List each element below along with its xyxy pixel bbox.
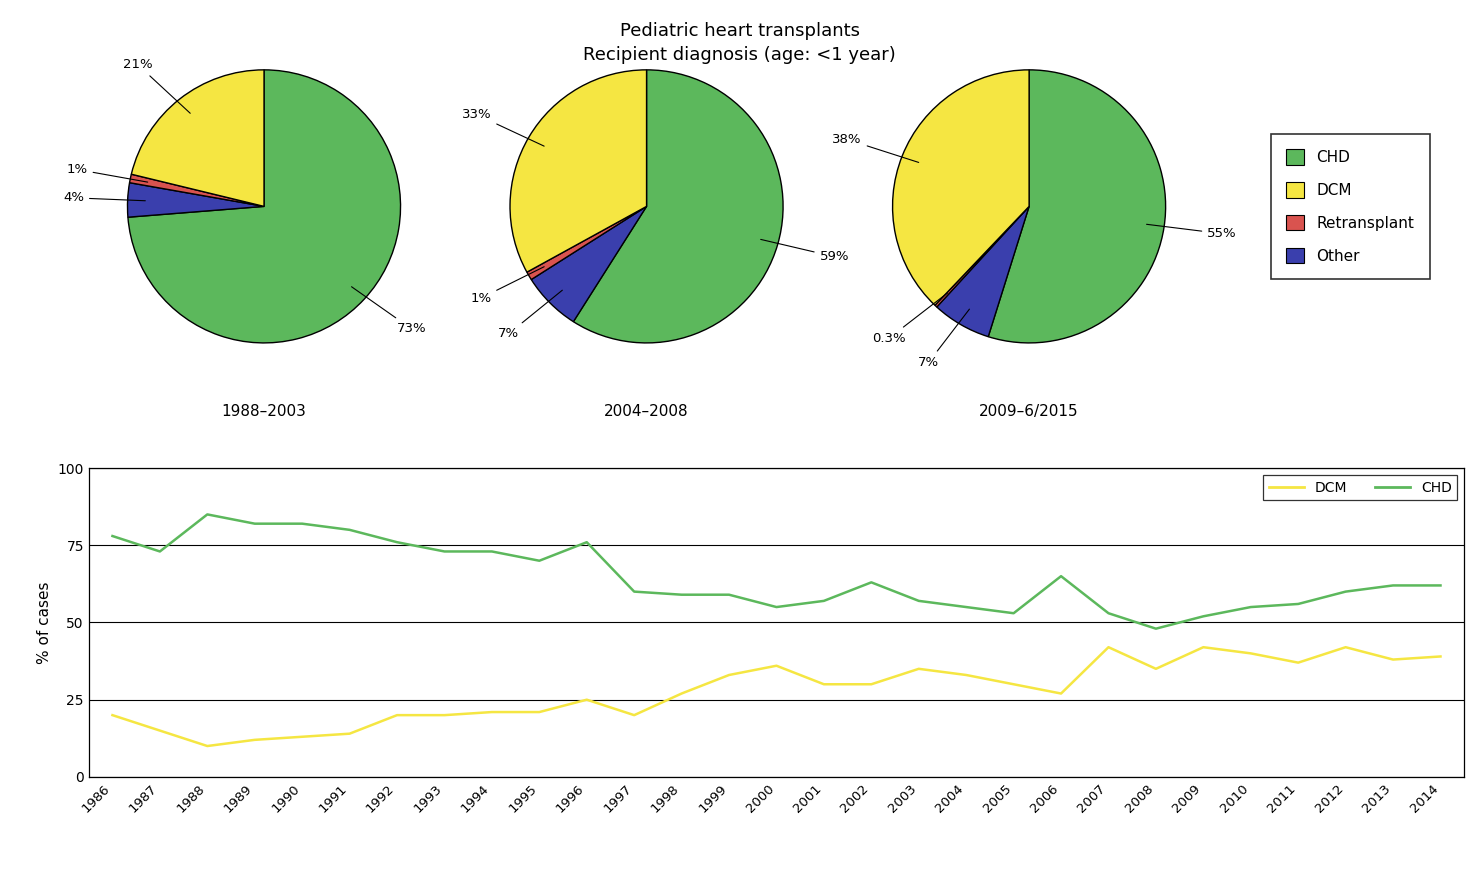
Wedge shape (531, 206, 646, 321)
Text: 33%: 33% (461, 108, 544, 146)
Wedge shape (130, 174, 265, 206)
Text: 7%: 7% (498, 290, 562, 340)
Wedge shape (127, 70, 401, 343)
Text: 7%: 7% (918, 309, 969, 369)
Text: 1%: 1% (470, 267, 544, 305)
Legend: CHD, DCM, Retransplant, Other: CHD, DCM, Retransplant, Other (1270, 134, 1430, 279)
Wedge shape (527, 206, 646, 280)
Text: 59%: 59% (760, 239, 849, 263)
Text: 0.3%: 0.3% (873, 293, 948, 345)
Text: 21%: 21% (123, 58, 191, 113)
Wedge shape (892, 70, 1029, 305)
Text: 1%: 1% (67, 163, 148, 182)
Wedge shape (574, 70, 782, 343)
Text: 4%: 4% (64, 191, 145, 204)
Wedge shape (936, 206, 1029, 337)
Text: 2004–2008: 2004–2008 (605, 405, 689, 420)
Wedge shape (510, 70, 646, 272)
Y-axis label: % of cases: % of cases (37, 581, 52, 663)
Legend: DCM, CHD: DCM, CHD (1263, 475, 1457, 500)
Text: 1988–2003: 1988–2003 (222, 405, 306, 420)
Text: 38%: 38% (833, 133, 918, 163)
Text: 2009–6/2015: 2009–6/2015 (979, 405, 1078, 420)
Wedge shape (988, 70, 1165, 343)
Wedge shape (127, 183, 265, 217)
Wedge shape (935, 206, 1029, 307)
Text: 73%: 73% (352, 287, 426, 335)
Text: Pediatric heart transplants: Pediatric heart transplants (620, 22, 859, 40)
Text: Recipient diagnosis (age: <1 year): Recipient diagnosis (age: <1 year) (583, 46, 896, 64)
Wedge shape (132, 70, 265, 206)
Text: 55%: 55% (1146, 224, 1236, 240)
